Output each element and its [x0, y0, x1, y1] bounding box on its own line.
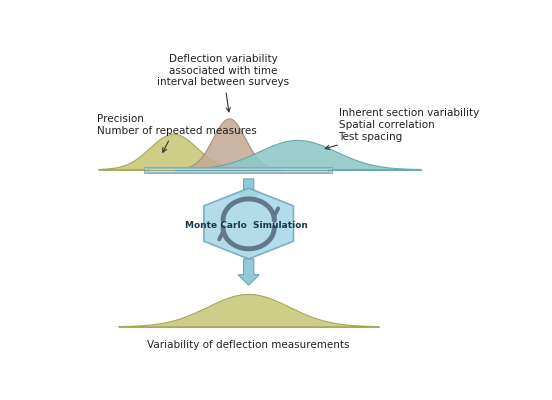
Polygon shape: [238, 179, 259, 202]
Polygon shape: [204, 188, 294, 259]
Polygon shape: [144, 167, 332, 173]
Text: Monte Carlo  Simulation: Monte Carlo Simulation: [185, 221, 308, 230]
Text: Variability of deflection measurements: Variability of deflection measurements: [147, 340, 350, 350]
Polygon shape: [119, 294, 379, 327]
Polygon shape: [148, 168, 328, 172]
Polygon shape: [238, 259, 259, 285]
Polygon shape: [177, 119, 282, 170]
Text: Precision
Number of repeated measures: Precision Number of repeated measures: [97, 114, 257, 152]
Polygon shape: [98, 134, 249, 170]
Text: Inherent section variability
Spatial correlation
Test spacing: Inherent section variability Spatial cor…: [325, 108, 479, 150]
Text: Deflection variability
associated with time
interval between surveys: Deflection variability associated with t…: [157, 54, 289, 112]
Polygon shape: [174, 140, 421, 170]
